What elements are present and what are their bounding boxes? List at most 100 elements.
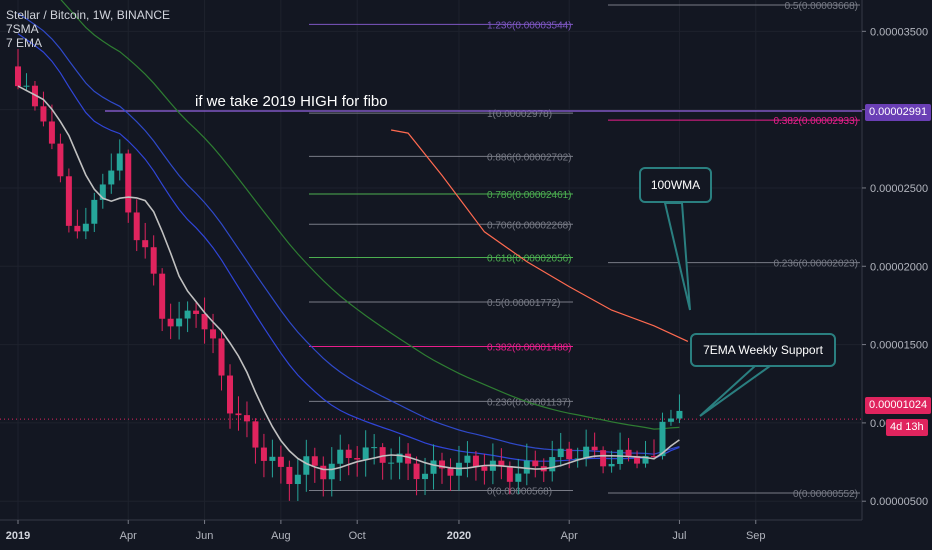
callout-7ema-support[interactable]: 7EMA Weekly Support — [690, 333, 836, 367]
time-axis-label: Oct — [349, 530, 366, 542]
candle-body — [15, 66, 21, 87]
high-price-tag: 0.00002991 — [865, 104, 932, 121]
candle-body — [201, 313, 208, 330]
candle-body — [260, 447, 267, 461]
candle-body — [269, 456, 276, 461]
candle-body — [184, 310, 191, 319]
candle-body — [303, 456, 310, 475]
price-axis-label: 0.00002000 — [870, 261, 928, 273]
candle-body — [566, 448, 573, 460]
candle-body — [498, 460, 505, 467]
candle-body — [235, 413, 242, 416]
fib-level-label: 0(0.00000552) — [793, 489, 858, 500]
candle-body — [252, 421, 259, 448]
candle-body — [371, 447, 378, 449]
candle-body — [523, 460, 530, 474]
candle-body — [430, 460, 437, 474]
time-axis-label: 2019 — [6, 530, 30, 542]
candle-body — [218, 338, 225, 376]
time-axis-label: Sep — [746, 530, 766, 542]
candle-body — [413, 463, 420, 480]
price-axis-label: 0.00001500 — [870, 340, 928, 352]
candle-body — [23, 85, 30, 87]
price-axis-label: 0.00003500 — [870, 26, 928, 38]
candle-body — [82, 223, 89, 232]
candle-body — [337, 449, 344, 464]
candle-body — [472, 455, 479, 467]
candle-body — [57, 143, 64, 177]
candle-body — [464, 455, 471, 463]
candle-body — [311, 456, 318, 466]
candle-body — [40, 106, 47, 122]
candle-body — [515, 473, 522, 482]
candle-body — [379, 447, 386, 463]
candle-body — [481, 466, 488, 471]
sma7-line — [17, 85, 680, 471]
candle-body — [591, 446, 598, 451]
candle-body — [176, 318, 183, 327]
candle-body — [48, 121, 55, 144]
candle-body — [91, 199, 98, 224]
candle-body — [159, 273, 166, 319]
fib-level-label: 0.5(0.00001772) — [487, 298, 560, 309]
time-axis-label: Apr — [561, 530, 578, 542]
time-axis-label: Jun — [196, 530, 214, 542]
fib-level-label: 0.706(0.00002268) — [487, 220, 572, 231]
candle-body — [320, 465, 327, 480]
bar-countdown-tag: 4d 13h — [886, 419, 928, 436]
candle-body — [65, 176, 72, 226]
time-axis-label: Apr — [120, 530, 137, 542]
fib-level-label: 0(0.00000568) — [487, 487, 552, 498]
candle-body — [362, 447, 369, 460]
fib-level-label: 1.236(0.00003544) — [487, 20, 572, 31]
fib-level-label: 0.382(0.00001488) — [487, 342, 572, 353]
candle-body — [532, 460, 539, 467]
candle-body — [31, 85, 38, 107]
candle-body — [574, 458, 581, 460]
candle-body — [294, 474, 301, 485]
candle-body — [210, 329, 217, 339]
price-axis-label: 0.00002500 — [870, 183, 928, 195]
candle-body — [405, 453, 412, 464]
candle-body — [167, 318, 174, 327]
fib-level-label: 1(0.00002978) — [487, 109, 552, 120]
candle-body — [99, 184, 106, 200]
candle-body — [125, 153, 132, 213]
candle-body — [133, 212, 140, 241]
fib-level-label: 0.236(0.00002023) — [773, 259, 858, 270]
candle-body — [447, 468, 454, 476]
fibo-note-text: if we take 2019 HIGH for fibo — [195, 93, 388, 110]
time-axis-label: Aug — [271, 530, 291, 542]
ema-outer-line — [17, 12, 680, 455]
price-axis-label: 0.00000500 — [870, 496, 928, 508]
candle-body — [108, 170, 115, 185]
candle-body — [608, 463, 615, 467]
fib-level-label: 0.786(0.00002461) — [487, 190, 572, 201]
candle-body — [422, 473, 429, 480]
candle-body — [74, 225, 81, 232]
candle-body — [667, 418, 674, 422]
fib-level-label: 0.5(0.00003668) — [785, 1, 858, 12]
indicator-7ema-label: 7 EMA — [6, 36, 43, 50]
candle-body — [396, 453, 403, 463]
time-axis-label: 2020 — [447, 530, 471, 542]
candle-body — [388, 462, 395, 464]
callout-7ema-pointer — [699, 365, 774, 417]
candle-body — [617, 449, 624, 464]
chart-legend: Stellar / Bitcoin, 1W, BINANCE 7SMA 7 EM… — [6, 8, 170, 50]
wma100-line — [390, 129, 689, 342]
candles-group — [15, 49, 683, 501]
candle-body — [557, 448, 564, 458]
candle-body — [142, 240, 149, 248]
callout-100wma[interactable]: 100WMA — [639, 167, 712, 203]
candle-body — [150, 247, 157, 274]
candle-body — [354, 458, 361, 460]
candle-body — [651, 456, 657, 458]
candle-body — [439, 460, 445, 469]
candle-body — [345, 449, 352, 459]
candle-body — [277, 456, 284, 467]
candle-body — [549, 457, 556, 472]
ma-green-line — [60, 0, 680, 430]
candle-body — [625, 449, 632, 457]
